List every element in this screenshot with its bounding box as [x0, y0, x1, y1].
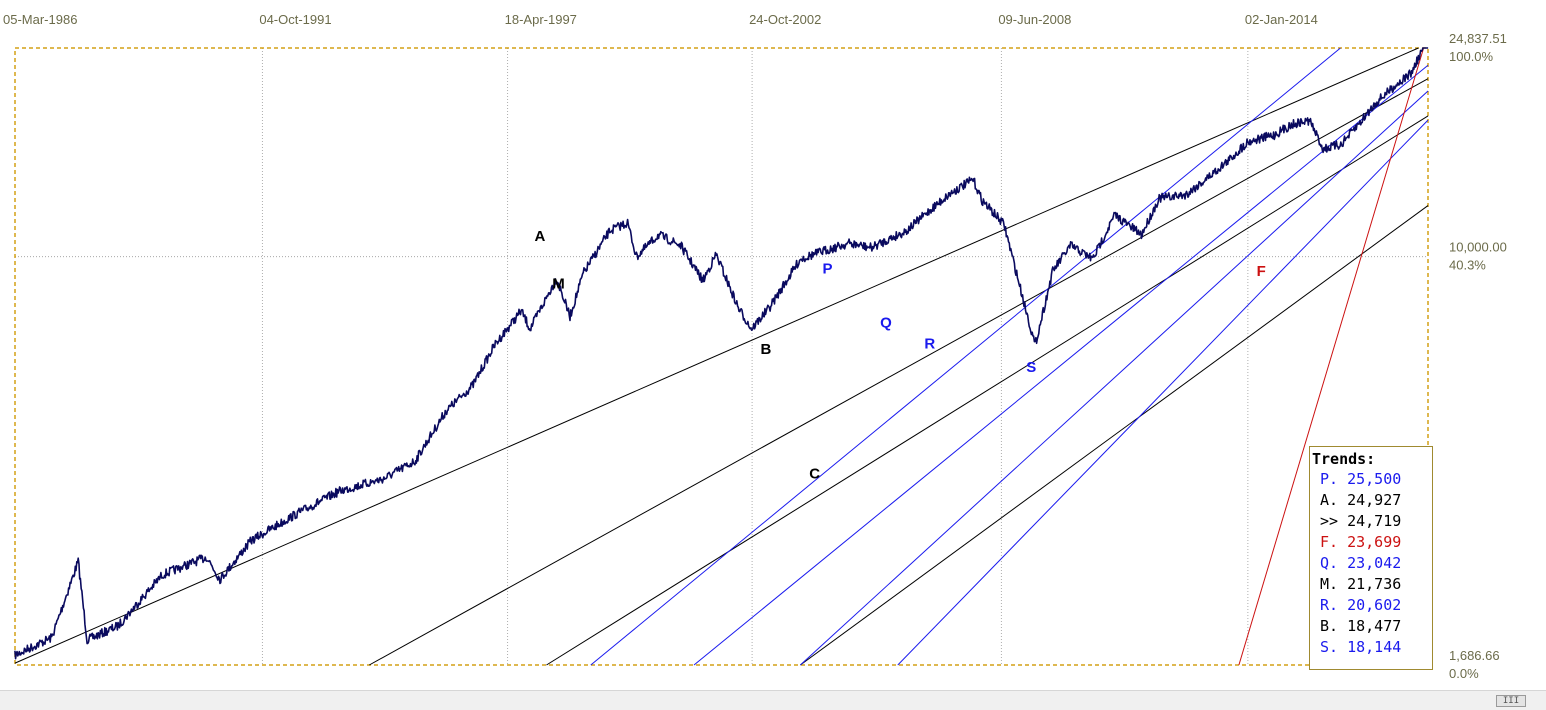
- trends-title: Trends:: [1312, 450, 1376, 468]
- trend-row: M. 21,736: [1310, 574, 1432, 595]
- trend-row-label: A.: [1320, 491, 1339, 509]
- trend-row: A. 24,927: [1310, 490, 1432, 511]
- trend-label-f: F: [1257, 263, 1266, 280]
- x-axis-labels: 05-Mar-1986 04-Oct-1991 18-Apr-1997 24-Oct-…: [3, 12, 1318, 27]
- trend-row-value: 18,477: [1347, 617, 1402, 635]
- y-tick-percent: 0.0%: [1449, 666, 1479, 681]
- trend-line-c: [800, 205, 1429, 666]
- x-tick-label: 02-Jan-2014: [1245, 12, 1318, 27]
- chart-grid: [15, 48, 1428, 665]
- trend-line-r: [799, 90, 1429, 666]
- y-tick-value: 24,837.51: [1449, 31, 1507, 46]
- x-tick-label: 05-Mar-1986: [3, 12, 77, 27]
- trend-row-label: M.: [1320, 575, 1339, 593]
- x-tick-label: 24-Oct-2002: [749, 12, 821, 27]
- y-tick-percent: 100.0%: [1449, 49, 1494, 64]
- trend-label-a: A: [535, 228, 546, 245]
- trend-row: >> 24,719: [1310, 511, 1432, 532]
- x-tick-label: 04-Oct-1991: [259, 12, 331, 27]
- price-line: [14, 47, 1429, 660]
- trend-line-q: [693, 64, 1429, 666]
- trend-row-value: 20,602: [1347, 596, 1402, 614]
- trend-line-p: [590, 47, 1341, 666]
- price-series: [14, 47, 1429, 660]
- trend-label-r: R: [924, 336, 935, 353]
- trend-row-label: >>: [1320, 512, 1339, 530]
- trend-labels: A M B C P Q R S F: [535, 228, 1266, 482]
- trend-row: Q. 23,042: [1310, 553, 1432, 574]
- scrollbar-thumb[interactable]: III: [1496, 695, 1526, 707]
- trend-row-label: B.: [1320, 617, 1339, 635]
- trend-row-label: P.: [1320, 470, 1339, 488]
- trend-line-a: [14, 47, 1419, 664]
- trend-row-value: 18,144: [1347, 638, 1402, 656]
- y-tick-percent: 40.3%: [1449, 258, 1486, 273]
- trend-line-s: [897, 119, 1429, 666]
- trend-label-m: M: [552, 276, 565, 293]
- trend-row: F. 23,699: [1310, 532, 1432, 553]
- x-tick-label: 18-Apr-1997: [505, 12, 577, 27]
- trend-row: S. 18,144: [1310, 637, 1432, 658]
- trend-row: R. 20,602: [1310, 595, 1432, 616]
- trend-label-c: C: [809, 466, 820, 483]
- trend-row-value: 23,042: [1347, 554, 1402, 572]
- trend-label-b: B: [760, 341, 771, 358]
- trend-row-label: S.: [1320, 638, 1339, 656]
- trend-row-value: 24,927: [1347, 491, 1402, 509]
- trend-row: P. 25,500: [1310, 469, 1432, 490]
- trend-row-value: 24,719: [1347, 512, 1402, 530]
- trends-legend: Trends: P. 25,500 A. 24,927 >> 24,719 F. 23…: [1309, 446, 1433, 670]
- trend-row-label: F.: [1320, 533, 1339, 551]
- y-tick-value: 10,000.00: [1449, 240, 1507, 255]
- trend-row-value: 25,500: [1347, 470, 1402, 488]
- trend-label-p: P: [822, 260, 832, 277]
- trend-lines: [14, 47, 1429, 666]
- x-tick-label: 09-Jun-2008: [998, 12, 1071, 27]
- trend-label-q: Q: [880, 314, 892, 331]
- trend-row: B. 18,477: [1310, 616, 1432, 637]
- y-axis-labels: 24,837.51 100.0% 10,000.00 40.3% 1,686.66 0.0…: [1449, 31, 1507, 681]
- stock-chart: 05-Mar-1986 04-Oct-1991 18-Apr-1997 24-Oct-…: [3, 12, 1507, 681]
- y-tick-value: 1,686.66: [1449, 648, 1500, 663]
- trend-row-value: 23,699: [1347, 533, 1402, 551]
- trend-line-m: [369, 78, 1429, 666]
- trend-line-b: [546, 115, 1429, 666]
- trend-line-f: [1238, 47, 1425, 666]
- trend-row-value: 21,736: [1347, 575, 1402, 593]
- trend-row-label: Q.: [1320, 554, 1339, 572]
- trends-rows: P. 25,500 A. 24,927 >> 24,719 F. 23,699 Q. 2…: [1310, 469, 1432, 658]
- horizontal-scrollbar[interactable]: III: [0, 690, 1546, 710]
- trend-row-label: R.: [1320, 596, 1339, 614]
- trend-label-s: S: [1026, 359, 1036, 376]
